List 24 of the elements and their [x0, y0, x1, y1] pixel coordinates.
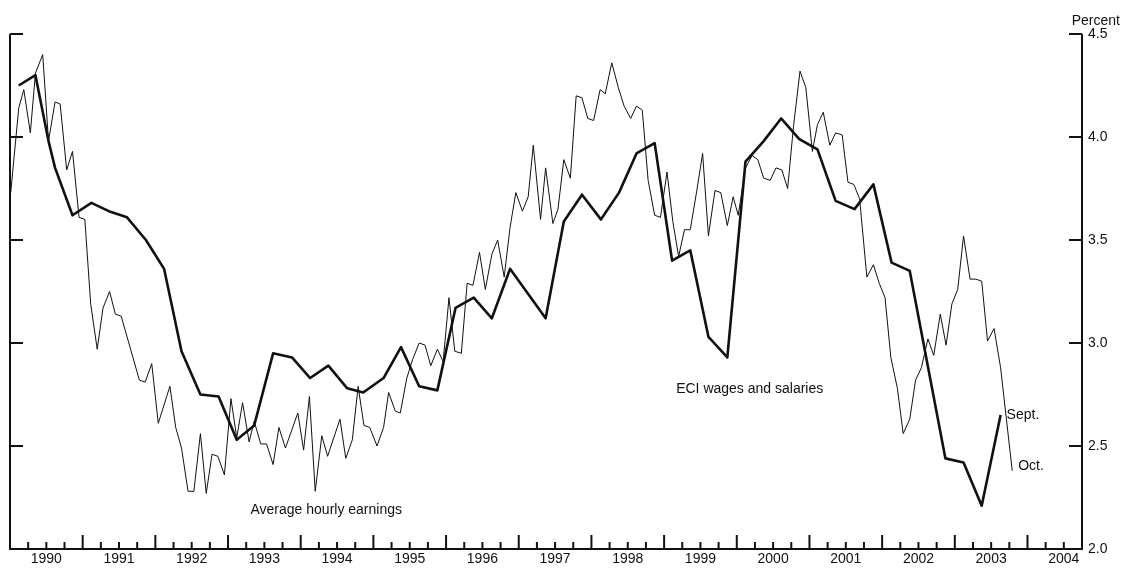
- y-tick-label: 4.0: [1088, 127, 1108, 144]
- x-tick-label: 1998: [612, 550, 644, 567]
- x-tick-label: 1997: [539, 550, 571, 567]
- y-tick-label: 2.0: [1088, 539, 1108, 556]
- x-tick-label: 1993: [248, 550, 281, 567]
- x-tick-label: 1994: [321, 550, 353, 567]
- x-tick-label: 2001: [830, 550, 862, 567]
- x-tick-label: 1990: [30, 550, 63, 567]
- annotation: Sept.: [1006, 405, 1040, 422]
- x-tick-label: 2003: [975, 550, 1007, 567]
- x-tick-label: 1995: [394, 550, 426, 567]
- annotation: Oct.: [1018, 456, 1044, 473]
- x-tick-label: 1992: [176, 550, 208, 567]
- text: ECI wages and salaries: [676, 380, 824, 397]
- x-tick-label: 2004: [1048, 550, 1080, 567]
- x-tick-label: 2002: [902, 550, 935, 567]
- x-tick-label: 1996: [466, 550, 499, 567]
- y-tick-label: 3.0: [1088, 333, 1108, 350]
- series-label: Average hourly earnings: [250, 501, 402, 518]
- x-tick-label: 1999: [684, 550, 717, 567]
- x-tick-label: 2000: [757, 550, 789, 567]
- x-tick-label: 1991: [103, 550, 135, 567]
- y-tick-label: 2.5: [1088, 436, 1108, 453]
- y-tick-label: 3.5: [1088, 230, 1108, 247]
